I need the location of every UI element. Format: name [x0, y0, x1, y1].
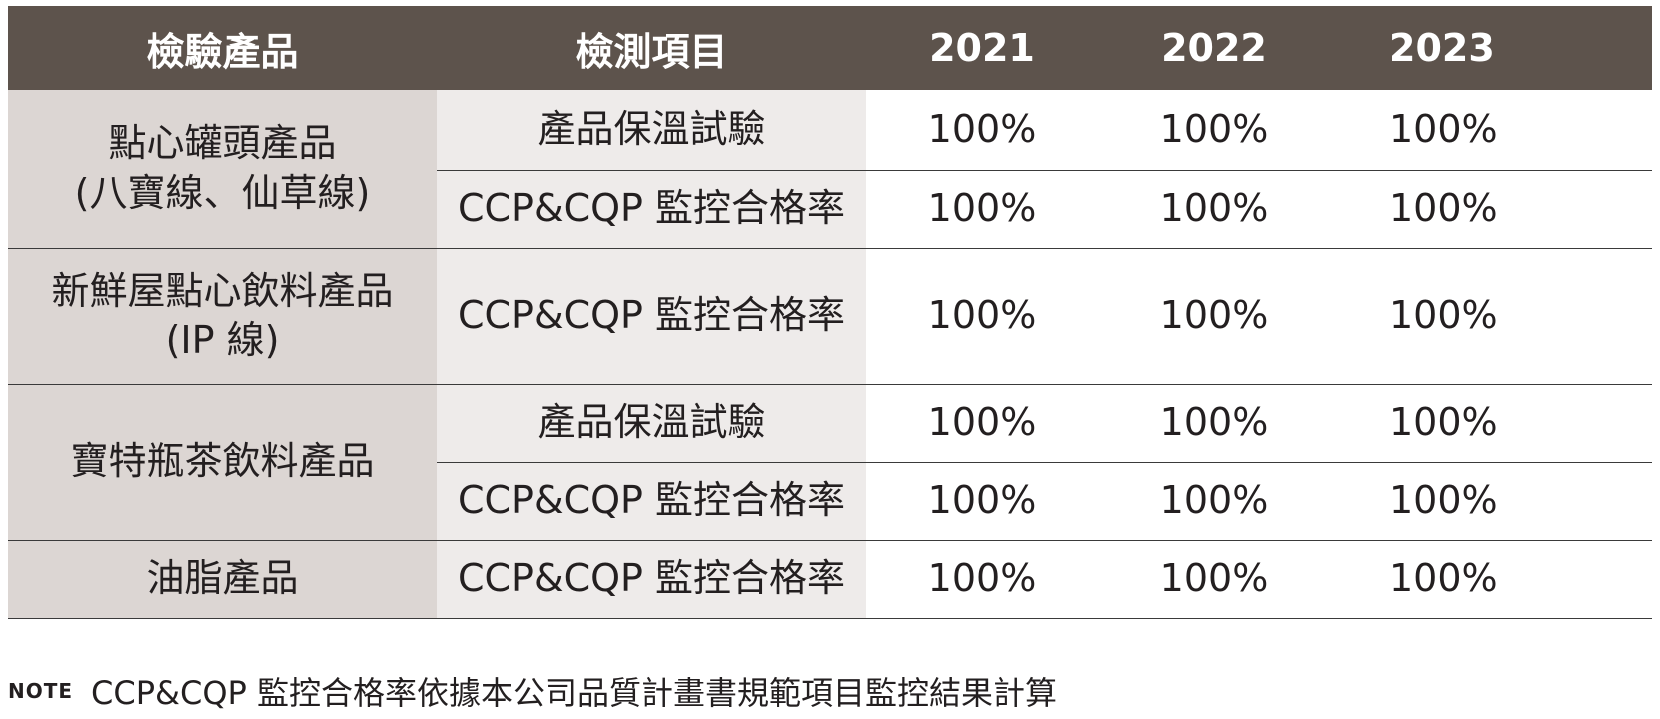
value-2023: 100%	[1330, 462, 1652, 541]
test-item-cell: 產品保溫試驗	[437, 384, 866, 463]
table-row: 油脂產品 CCP&CQP 監控合格率 100% 100% 100%	[8, 540, 1652, 619]
value-2021: 100%	[866, 170, 1098, 249]
product-name: 油脂產品	[146, 556, 299, 601]
value-2022: 100%	[1098, 384, 1330, 463]
value-2023: 100%	[1330, 170, 1652, 249]
value-2021: 100%	[866, 462, 1098, 541]
product-name: 點心罐頭產品	[108, 121, 337, 166]
header-test-item: 檢測項目	[437, 6, 866, 90]
value-2023: 100%	[1330, 248, 1652, 385]
test-item-cell: CCP&CQP 監控合格率	[437, 170, 866, 249]
value-2022: 100%	[1098, 248, 1330, 385]
header-row: 檢驗產品 檢測項目 2021 2022 2023	[8, 6, 1652, 90]
header-2023: 2023	[1330, 6, 1652, 90]
value-2022: 100%	[1098, 90, 1330, 171]
product-cell: 點心罐頭產品 (八寶線、仙草線)	[8, 90, 437, 249]
table-row: CCP&CQP 監控合格率 100% 100% 100%	[8, 170, 1652, 249]
test-item-cell: CCP&CQP 監控合格率	[437, 462, 866, 541]
note-tag: NOTE	[8, 679, 74, 703]
value-2022: 100%	[1098, 540, 1330, 619]
value-2021: 100%	[866, 384, 1098, 463]
value-2022: 100%	[1098, 170, 1330, 249]
table-row: 新鮮屋點心飲料產品 (IP 線) CCP&CQP 監控合格率 100% 100%…	[8, 248, 1652, 385]
value-2023: 100%	[1330, 384, 1652, 463]
product-cell: 新鮮屋點心飲料產品 (IP 線)	[8, 248, 437, 385]
product-name: 寶特瓶茶飲料產品	[70, 439, 375, 484]
inspection-table: 檢驗產品 檢測項目 2021 2022 2023 點心罐頭產品 (八寶線、仙草線…	[8, 6, 1652, 619]
product-cell: 寶特瓶茶飲料產品	[8, 384, 437, 541]
test-item-cell: 產品保溫試驗	[437, 90, 866, 171]
header-2022: 2022	[1098, 6, 1330, 90]
test-item-cell: CCP&CQP 監控合格率	[437, 540, 866, 619]
product-name: 新鮮屋點心飲料產品	[51, 268, 394, 313]
note-text: CCP&CQP 監控合格率依據本公司品質計畫書規範項目監控結果計算	[91, 674, 1057, 712]
product-cell: 油脂產品	[8, 540, 437, 619]
value-2021: 100%	[866, 540, 1098, 619]
test-item-cell: CCP&CQP 監控合格率	[437, 248, 866, 385]
value-2021: 100%	[866, 248, 1098, 385]
value-2022: 100%	[1098, 462, 1330, 541]
table-row: 寶特瓶茶飲料產品 產品保溫試驗 100% 100% 100%	[8, 384, 1652, 541]
value-2021: 100%	[866, 90, 1098, 171]
header-2021: 2021	[866, 6, 1098, 90]
header-product: 檢驗產品	[8, 6, 437, 90]
product-line: (八寶線、仙草線)	[74, 170, 371, 215]
table-row: CCP&CQP 監控合格率 100% 100% 100%	[8, 462, 1652, 541]
note: NOTE CCP&CQP 監控合格率依據本公司品質計畫書規範項目監控結果計算	[8, 668, 1057, 714]
value-2023: 100%	[1330, 90, 1652, 171]
table-row: 點心罐頭產品 (八寶線、仙草線) 產品保溫試驗 100% 100% 100%	[8, 90, 1652, 249]
product-line: (IP 線)	[165, 318, 280, 362]
value-2023: 100%	[1330, 540, 1652, 619]
